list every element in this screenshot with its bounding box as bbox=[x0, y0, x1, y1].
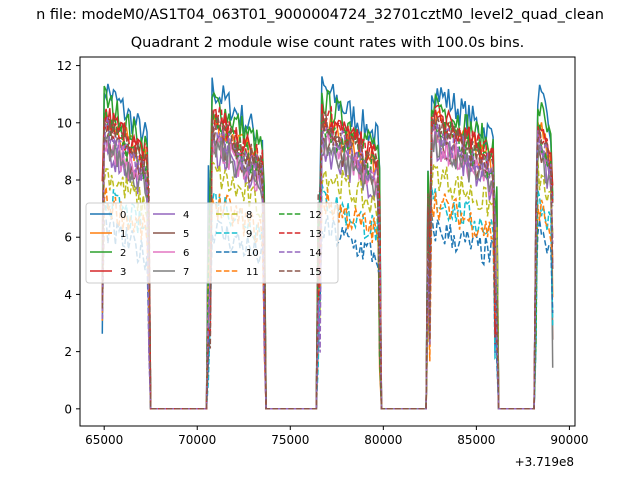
x-tick-label: 80000 bbox=[364, 433, 402, 447]
x-tick-label: 70000 bbox=[178, 433, 216, 447]
y-tick-label: 2 bbox=[64, 345, 72, 359]
y-tick-label: 6 bbox=[64, 231, 72, 245]
legend-label-0: 0 bbox=[120, 210, 126, 221]
legend-label-5: 5 bbox=[183, 229, 189, 240]
x-tick-label: 90000 bbox=[550, 433, 588, 447]
chart-title: Quadrant 2 module wise count rates with … bbox=[130, 35, 525, 51]
y-tick-label: 12 bbox=[57, 59, 72, 73]
x-offset-label: +3.719e8 bbox=[515, 455, 574, 469]
figure-suptitle: n file: modeM0/AS1T04_063T01_9000004724_… bbox=[36, 7, 604, 23]
legend-label-3: 3 bbox=[120, 267, 126, 278]
legend-label-4: 4 bbox=[183, 210, 189, 221]
x-tick-label: 65000 bbox=[85, 433, 123, 447]
legend-label-15: 15 bbox=[309, 267, 322, 278]
x-tick-label: 85000 bbox=[457, 433, 495, 447]
y-tick-label: 4 bbox=[64, 288, 72, 302]
y-tick-label: 10 bbox=[57, 116, 72, 130]
series-layer bbox=[101, 76, 554, 410]
legend-label-14: 14 bbox=[309, 248, 322, 259]
y-tick-label: 0 bbox=[64, 402, 72, 416]
plot-frame bbox=[79, 56, 576, 427]
legend-label-12: 12 bbox=[309, 210, 322, 221]
legend-label-9: 9 bbox=[246, 229, 252, 240]
legend-label-6: 6 bbox=[183, 248, 189, 259]
y-axis: 0 2 4 6 8 10 12 bbox=[57, 59, 80, 416]
legend-label-7: 7 bbox=[183, 267, 189, 278]
legend-label-1: 1 bbox=[120, 229, 126, 240]
legend-label-10: 10 bbox=[246, 248, 259, 259]
legend-label-8: 8 bbox=[246, 210, 252, 221]
legend-box bbox=[85, 202, 339, 284]
legend-label-2: 2 bbox=[120, 248, 126, 259]
y-tick-label: 8 bbox=[64, 174, 72, 188]
legend-label-13: 13 bbox=[309, 229, 322, 240]
x-axis: 65000 70000 75000 80000 85000 90000 bbox=[85, 426, 589, 447]
x-tick-label: 75000 bbox=[271, 433, 309, 447]
legend-label-11: 11 bbox=[246, 267, 259, 278]
series-line-15 bbox=[101, 109, 554, 410]
